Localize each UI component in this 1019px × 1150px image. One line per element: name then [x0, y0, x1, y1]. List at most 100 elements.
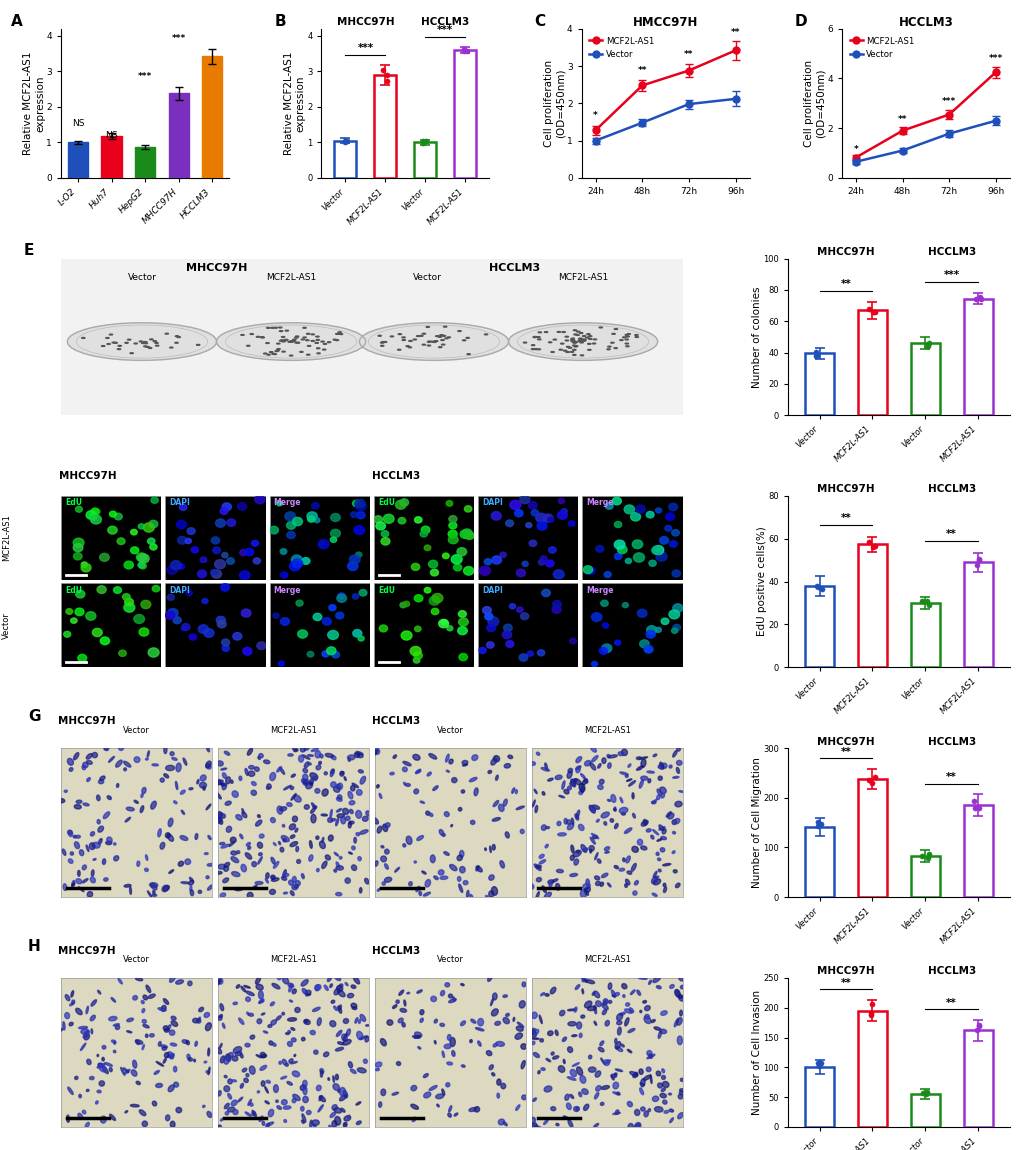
Ellipse shape [60, 1028, 62, 1030]
Ellipse shape [532, 1041, 534, 1044]
Ellipse shape [600, 1058, 604, 1065]
Ellipse shape [285, 1033, 288, 1035]
Circle shape [486, 624, 495, 631]
Ellipse shape [647, 1109, 650, 1112]
Ellipse shape [599, 882, 603, 887]
Ellipse shape [589, 849, 591, 853]
Ellipse shape [246, 1074, 249, 1076]
Ellipse shape [258, 857, 262, 864]
Ellipse shape [649, 1075, 651, 1083]
Ellipse shape [219, 1014, 222, 1018]
Ellipse shape [392, 754, 396, 758]
Ellipse shape [215, 818, 221, 823]
Ellipse shape [126, 1018, 133, 1021]
Ellipse shape [451, 1051, 454, 1057]
Ellipse shape [503, 764, 510, 768]
Ellipse shape [624, 828, 631, 834]
Ellipse shape [232, 791, 238, 797]
Ellipse shape [215, 792, 221, 799]
Ellipse shape [330, 769, 334, 776]
Ellipse shape [345, 816, 350, 820]
Ellipse shape [290, 891, 293, 896]
Ellipse shape [384, 849, 389, 854]
Ellipse shape [652, 872, 656, 877]
Circle shape [75, 608, 84, 615]
Ellipse shape [543, 1120, 547, 1125]
Text: **: ** [840, 978, 851, 988]
Ellipse shape [310, 779, 313, 785]
Ellipse shape [602, 1010, 606, 1014]
Circle shape [414, 652, 422, 659]
Ellipse shape [289, 823, 296, 830]
Ellipse shape [191, 890, 194, 896]
Ellipse shape [97, 1055, 99, 1057]
Circle shape [298, 630, 307, 638]
Ellipse shape [230, 837, 236, 843]
Circle shape [547, 518, 553, 522]
Ellipse shape [77, 1113, 83, 1119]
Ellipse shape [358, 857, 361, 860]
Point [379, 71, 395, 90]
Ellipse shape [270, 1002, 274, 1006]
Ellipse shape [589, 805, 595, 813]
Ellipse shape [571, 845, 574, 853]
Ellipse shape [449, 1037, 454, 1046]
Ellipse shape [106, 841, 112, 844]
Circle shape [186, 528, 195, 535]
Ellipse shape [639, 757, 647, 759]
Ellipse shape [204, 1012, 209, 1018]
Ellipse shape [570, 779, 575, 787]
Circle shape [646, 512, 653, 518]
Ellipse shape [325, 854, 330, 860]
Ellipse shape [672, 820, 676, 825]
Ellipse shape [425, 811, 429, 815]
Ellipse shape [167, 1025, 171, 1030]
Ellipse shape [294, 1007, 300, 1012]
Y-axis label: Relative MCF2L-AS1
expression: Relative MCF2L-AS1 expression [23, 52, 45, 155]
Ellipse shape [240, 865, 247, 872]
Ellipse shape [636, 766, 643, 771]
Ellipse shape [234, 888, 243, 891]
Circle shape [352, 593, 359, 599]
Circle shape [545, 560, 553, 567]
Ellipse shape [418, 1046, 421, 1049]
Circle shape [464, 506, 472, 512]
Ellipse shape [239, 834, 243, 838]
Ellipse shape [624, 1018, 629, 1026]
Circle shape [399, 499, 409, 506]
Ellipse shape [460, 866, 465, 873]
Ellipse shape [170, 1053, 174, 1058]
Point [414, 132, 430, 151]
Ellipse shape [232, 1080, 236, 1082]
Ellipse shape [253, 886, 257, 888]
Ellipse shape [310, 1120, 312, 1127]
Ellipse shape [169, 975, 175, 982]
Circle shape [491, 555, 501, 563]
Ellipse shape [165, 833, 170, 838]
Circle shape [122, 593, 130, 600]
Ellipse shape [280, 1076, 286, 1079]
Ellipse shape [661, 1075, 664, 1080]
Ellipse shape [593, 1124, 598, 1127]
Ellipse shape [297, 859, 301, 864]
Vector [636, 116, 648, 130]
Ellipse shape [245, 1043, 250, 1046]
Ellipse shape [91, 999, 97, 1006]
Ellipse shape [160, 1045, 167, 1048]
Ellipse shape [423, 892, 430, 896]
Ellipse shape [348, 821, 354, 825]
Ellipse shape [240, 1053, 243, 1058]
Ellipse shape [319, 841, 325, 849]
Ellipse shape [237, 1097, 243, 1102]
Ellipse shape [279, 806, 286, 811]
Ellipse shape [304, 746, 309, 750]
Circle shape [420, 531, 427, 537]
Text: EdU: EdU [377, 585, 394, 595]
Ellipse shape [474, 788, 478, 796]
Ellipse shape [283, 785, 291, 790]
Ellipse shape [334, 852, 338, 856]
Circle shape [167, 566, 177, 574]
Ellipse shape [282, 976, 288, 984]
Ellipse shape [190, 877, 194, 882]
Point [812, 1053, 828, 1072]
